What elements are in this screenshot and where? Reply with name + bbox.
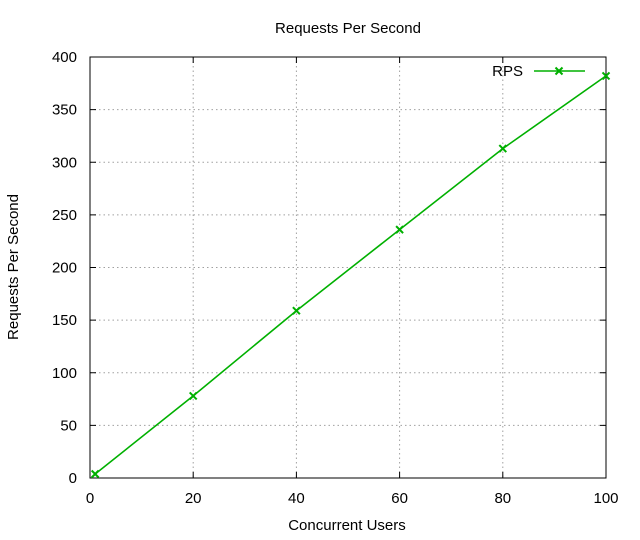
axis-ticks <box>89 56 607 479</box>
x-tick-label: 0 <box>86 490 94 507</box>
y-tick-label: 350 <box>52 102 77 119</box>
y-tick-label: 300 <box>52 154 77 171</box>
x-tick-label: 80 <box>494 490 511 507</box>
data-point <box>498 144 508 153</box>
legend: RPS <box>492 63 585 80</box>
legend-label-rps: RPS <box>492 63 523 80</box>
y-tick-label: 50 <box>60 417 77 434</box>
data-point <box>601 71 611 81</box>
x-axis-label: Concurrent Users <box>288 517 406 534</box>
y-tick-label: 400 <box>52 49 77 66</box>
x-tick-label: 20 <box>185 490 202 507</box>
y-tick-label: 100 <box>52 365 77 382</box>
data-point <box>395 225 404 234</box>
data-point <box>188 391 198 401</box>
data-point <box>90 469 100 479</box>
x-tick-labels: 0 20 40 60 80 100 <box>86 490 619 507</box>
y-tick-label: 200 <box>52 260 77 277</box>
y-tick-labels: 0 50 100 150 200 250 300 350 400 <box>52 49 77 487</box>
chart-title: Requests Per Second <box>275 20 421 37</box>
data-point <box>292 306 301 315</box>
y-tick-label: 150 <box>52 312 77 329</box>
series-layer <box>90 71 611 479</box>
y-axis-label: Requests Per Second <box>5 194 22 340</box>
x-tick-label: 40 <box>288 490 305 507</box>
x-tick-label: 60 <box>391 490 408 507</box>
grid-lines <box>90 57 606 478</box>
y-tick-label: 250 <box>52 207 77 224</box>
series-line-rps <box>94 75 607 475</box>
x-tick-label: 100 <box>593 490 618 507</box>
legend-marker-rps <box>554 66 564 76</box>
y-tick-label: 0 <box>69 470 77 487</box>
legend-marker-x <box>554 66 564 76</box>
